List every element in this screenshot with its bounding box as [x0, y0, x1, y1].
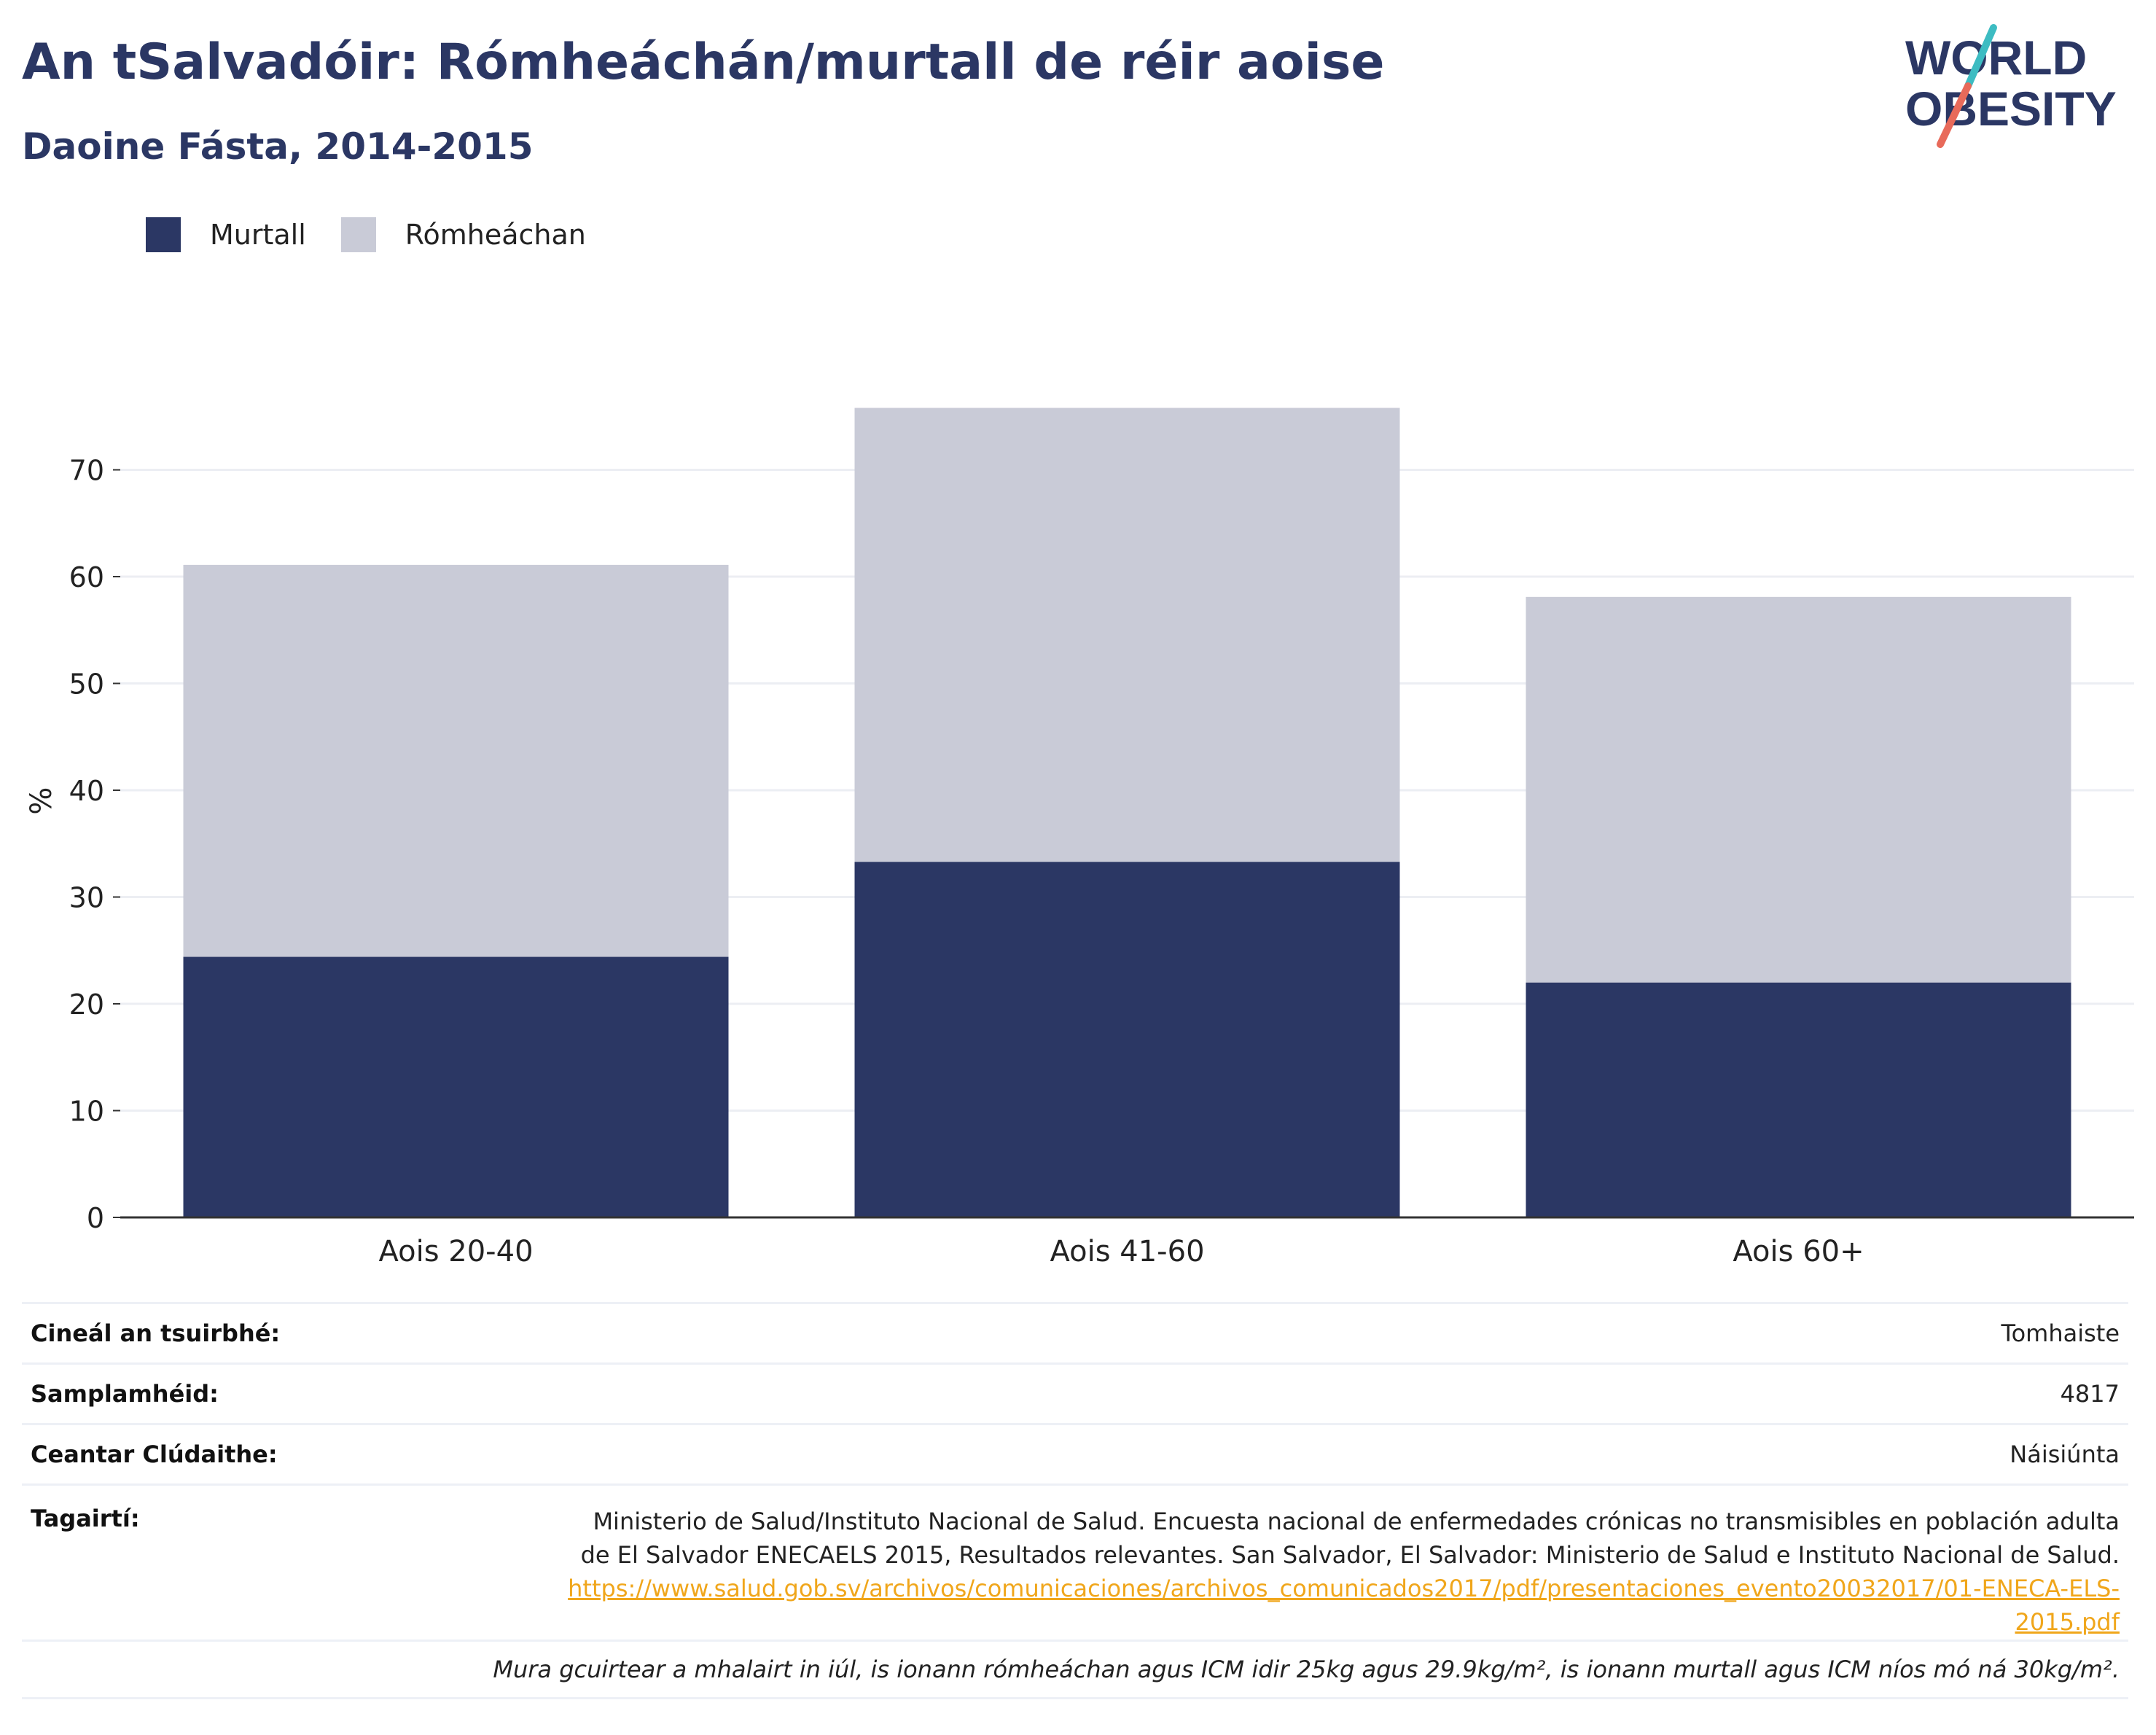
bar-obesity — [854, 862, 1400, 1217]
survey-type-row: Cineál an tsuirbhé: Tomhaiste — [22, 1302, 2128, 1362]
y-axis-label: % — [25, 787, 58, 815]
coverage-area-label: Ceantar Clúdaithe: — [31, 1440, 278, 1468]
legend-swatch-obesity — [146, 217, 181, 252]
references-label: Tagairtí: — [31, 1505, 140, 1532]
sample-size-value: 4817 — [2060, 1380, 2120, 1408]
references-value: Ministerio de Salud/Instituto Nacional d… — [567, 1505, 2120, 1639]
bars — [183, 408, 2071, 1217]
y-tick-label: 30 — [69, 882, 104, 914]
logo-slash-bottom — [1937, 82, 1972, 148]
x-tick-label: Aois 41-60 — [1050, 1235, 1204, 1268]
legend-item-obesity[interactable]: Murtall — [146, 217, 306, 252]
chart-legend: Murtall Rómheáchan — [146, 216, 621, 254]
x-tick-label: Aois 60+ — [1733, 1235, 1864, 1268]
legend-swatch-overweight — [340, 217, 376, 252]
survey-info-table: Cineál an tsuirbhé: Tomhaiste Samplamhéi… — [22, 1302, 2128, 1699]
definition-note-row: Mura gcuirtear a mhalairt in iúl, is ion… — [22, 1640, 2128, 1699]
bar-overweight — [183, 564, 729, 957]
coverage-area-value: Náisiúnta — [2009, 1440, 2120, 1468]
bar-chart: 0 10 20 30 40 50 60 70 Aois 20-40 Aois 41-60 Aois … — [25, 408, 2134, 1268]
legend-item-overweight[interactable]: Rómheáchan — [340, 217, 586, 252]
y-tick-label: 70 — [69, 455, 104, 487]
references-row: Tagairtí: Ministerio de Salud/Instituto … — [22, 1483, 2128, 1640]
references-text: Ministerio de Salud/Instituto Nacional d… — [580, 1508, 2120, 1569]
references-link[interactable]: https://www.salud.gob.sv/archivos/comuni… — [568, 1575, 2120, 1636]
y-tick-label: 20 — [69, 989, 104, 1021]
survey-type-label: Cineál an tsuirbhé: — [31, 1319, 281, 1347]
coverage-area-row: Ceantar Clúdaithe: Náisiúnta — [22, 1423, 2128, 1483]
y-tick-label: 60 — [69, 561, 104, 593]
legend-label-obesity: Murtall — [210, 219, 306, 251]
x-tick-label: Aois 20-40 — [378, 1235, 533, 1268]
logo-slash-top — [1964, 24, 1997, 90]
definition-note: Mura gcuirtear a mhalairt in iúl, is ion… — [493, 1656, 2120, 1683]
survey-type-value: Tomhaiste — [2001, 1319, 2120, 1347]
y-tick-label: 10 — [69, 1096, 104, 1128]
bar-overweight — [1526, 596, 2071, 983]
sample-size-label: Samplamhéid: — [31, 1380, 219, 1408]
chart-title: An tSalvadóir: Rómheáchán/murtall de réi… — [22, 34, 1385, 91]
axes: 0 10 20 30 40 50 60 70 Aois 20-40 Aois 41-60 Aois … — [25, 455, 2134, 1268]
y-tick-label: 0 — [87, 1202, 104, 1234]
bar-overweight — [854, 408, 1400, 862]
chart-subtitle: Daoine Fásta, 2014-2015 — [22, 125, 534, 168]
legend-label-overweight: Rómheáchan — [405, 219, 586, 251]
y-tick-label: 40 — [69, 775, 104, 807]
y-tick-label: 50 — [69, 668, 104, 701]
bar-obesity — [1526, 982, 2071, 1217]
bar-obesity — [183, 956, 729, 1217]
logo-text-obesity: OBESITY — [1905, 82, 2117, 136]
logo-text-world: WORLD — [1905, 31, 2087, 85]
sample-size-row: Samplamhéid: 4817 — [22, 1362, 2128, 1423]
world-obesity-logo: WORLD OBESITY — [1905, 24, 2117, 148]
